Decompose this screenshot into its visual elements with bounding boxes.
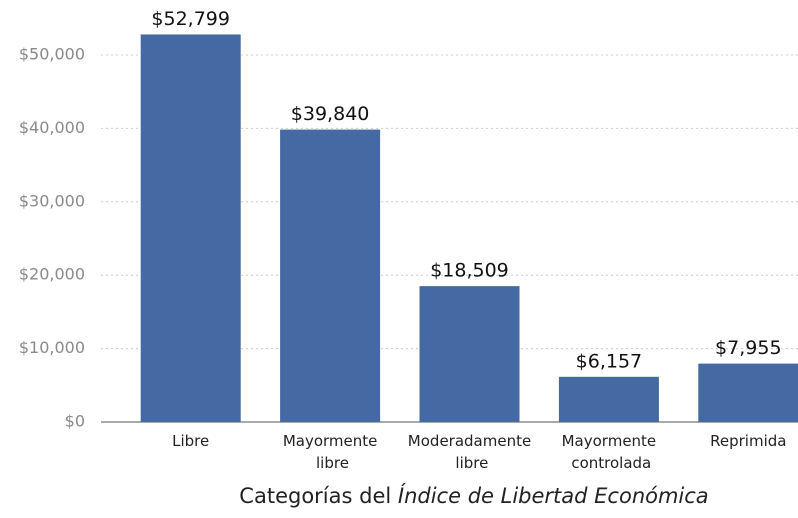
x-tick-label: Moderadamente libre [408,432,531,472]
bar [419,286,520,422]
x-tick-label: Reprimida [710,432,786,450]
y-tick-label: $20,000 [19,265,85,284]
value-label: $18,509 [430,260,509,282]
x-tick-label: Mayormente libre [283,432,378,472]
value-label: $52,799 [151,8,230,30]
x-axis-label-part: Categorías del [239,484,391,508]
value-label: $7,955 [715,337,781,359]
x-axis-label-part: Índice de Libertad Económica [398,483,709,508]
y-tick-label: $40,000 [19,118,85,137]
x-axis-label: Categorías del Índice de Libertad Económ… [239,483,708,508]
y-tick-label: $0 [65,412,85,431]
y-tick-label: $30,000 [19,191,85,210]
x-tick-label: Libre [172,432,209,450]
bar [558,376,659,422]
x-tick-label: Mayormente controlada [562,432,657,472]
bar [698,363,798,422]
bar [280,129,381,422]
y-tick-label: $50,000 [19,45,85,64]
value-label: $6,157 [576,350,642,372]
bar [140,34,241,422]
y-tick-label: $10,000 [19,338,85,357]
value-label: $39,840 [291,103,370,125]
